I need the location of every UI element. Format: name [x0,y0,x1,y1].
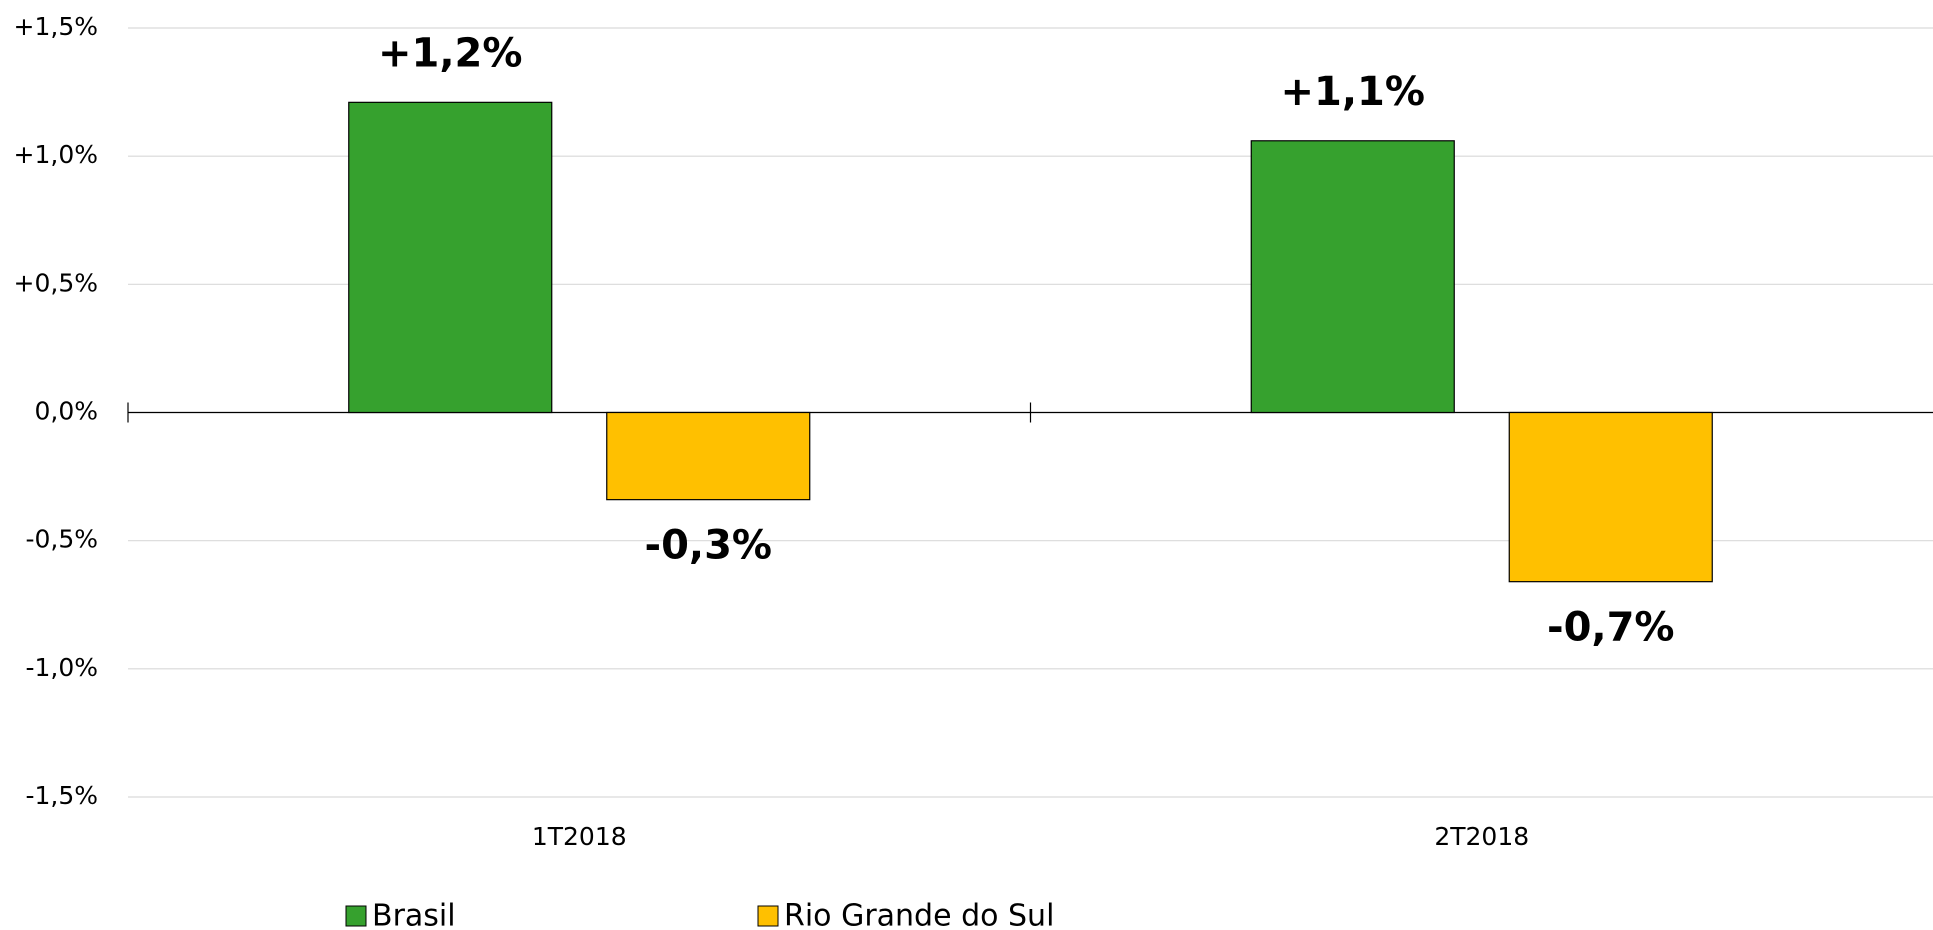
legend-label: Brasil [372,899,456,930]
legend-swatch [757,905,779,927]
x-tick-label: 2T2018 [1434,822,1529,851]
y-tick-label: 0,0% [34,397,98,426]
legend-swatch [345,905,367,927]
legend-label: Rio Grande do Sul [784,899,1054,930]
y-tick-label: -1,5% [25,781,98,810]
data-label: +1,2% [378,30,522,76]
y-tick-label: +0,5% [14,268,98,297]
data-label: +1,1% [1281,69,1425,115]
y-tick-label: -0,5% [25,525,98,554]
bar [348,101,553,414]
y-tick-label: +1,5% [14,12,98,41]
data-label: -0,3% [644,523,772,569]
y-tick-label: -1,0% [25,653,98,682]
y-tick-label: +1,0% [14,140,98,169]
bar [1508,411,1713,583]
bar [606,411,811,501]
x-tick-label: 1T2018 [532,822,627,851]
bar [1250,140,1455,414]
data-label: -0,7% [1547,605,1675,651]
